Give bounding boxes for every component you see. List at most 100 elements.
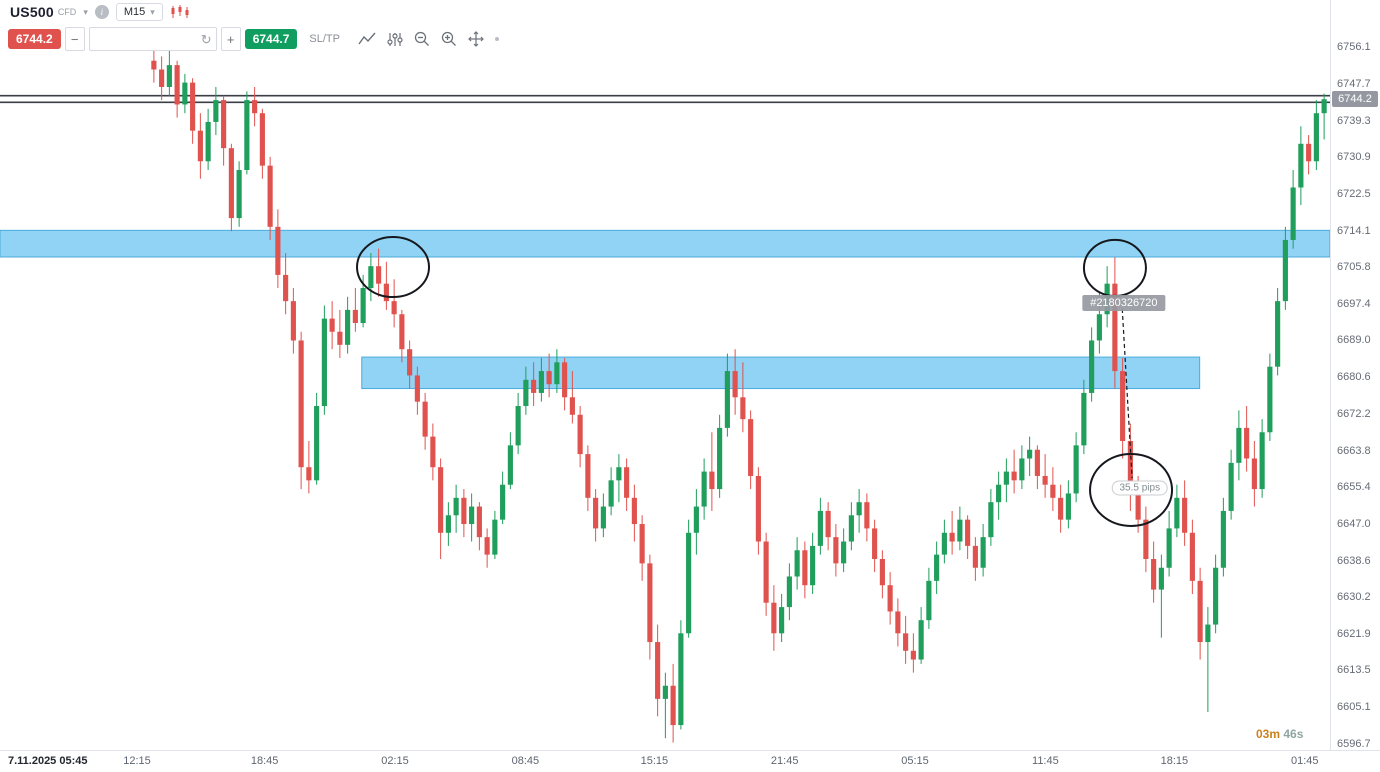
time-axis-label: 18:45 bbox=[250, 755, 279, 767]
candle-body bbox=[655, 642, 661, 699]
candle-body bbox=[546, 371, 552, 385]
candle-body bbox=[949, 532, 955, 542]
candle-body bbox=[1120, 371, 1126, 441]
candle-body bbox=[469, 506, 475, 525]
candle-body bbox=[438, 467, 444, 533]
candle-body bbox=[414, 375, 420, 402]
time-axis-label: 02:15 bbox=[381, 755, 409, 767]
candle-body bbox=[1019, 458, 1025, 481]
time-axis-label: 18:15 bbox=[1160, 755, 1189, 767]
info-icon[interactable]: i bbox=[94, 5, 109, 19]
quantity-input-box[interactable]: ↻ bbox=[88, 27, 217, 51]
candle-body bbox=[515, 406, 521, 446]
candle-body bbox=[810, 545, 816, 586]
buy-button[interactable]: 6744.7 bbox=[244, 29, 298, 49]
candle-body bbox=[996, 484, 1002, 503]
price-axis[interactable]: 6756.1 6747.7 6739.3 6730.9 6722.5 6714.1 6705… bbox=[1330, 0, 1380, 750]
symbol-type-label: CFD bbox=[57, 7, 77, 17]
candle-body bbox=[283, 274, 289, 302]
candle-body bbox=[174, 65, 180, 105]
candle-body bbox=[236, 170, 242, 219]
candle-body bbox=[523, 379, 529, 407]
time-axis[interactable]: 7.11.2025 05:45 12:15 18:45 02:15 08:45 15:15… bbox=[0, 750, 1380, 772]
candle-body bbox=[841, 541, 847, 564]
price-axis-label: 6756.1 bbox=[1337, 41, 1371, 54]
symbol-caret-icon[interactable]: ▾ bbox=[83, 6, 88, 17]
candle-body bbox=[740, 397, 746, 420]
timeframe-selector[interactable]: M15 ▾ bbox=[115, 3, 163, 21]
chart-toolbar bbox=[358, 31, 499, 47]
candle-body bbox=[267, 165, 273, 227]
candle-body bbox=[647, 563, 653, 643]
candle-body bbox=[197, 130, 203, 162]
quantity-input[interactable] bbox=[93, 31, 182, 47]
candle-body bbox=[484, 537, 490, 555]
candle-body bbox=[670, 685, 676, 726]
candle-body bbox=[1158, 567, 1164, 590]
candle-body bbox=[864, 502, 870, 529]
price-axis-label: 6680.6 bbox=[1337, 371, 1371, 384]
chart-type-candles-icon[interactable] bbox=[170, 5, 190, 19]
line-tool-icon[interactable] bbox=[358, 32, 376, 46]
time-axis-label: 12:15 bbox=[123, 755, 151, 767]
candle-body bbox=[817, 510, 823, 546]
candle-body bbox=[275, 226, 281, 275]
candle-body bbox=[259, 113, 265, 166]
candle-body bbox=[724, 371, 730, 428]
candle-body bbox=[314, 406, 320, 481]
candle-body bbox=[1220, 510, 1226, 568]
candle-body bbox=[786, 576, 792, 608]
symbol-label[interactable]: US500 bbox=[10, 4, 54, 20]
quantity-decrease-button[interactable]: − bbox=[64, 27, 85, 51]
zoom-out-icon[interactable] bbox=[414, 31, 430, 47]
supply-zone-lower[interactable] bbox=[361, 356, 1201, 390]
candle-body bbox=[1267, 366, 1273, 433]
candle-body bbox=[616, 467, 622, 481]
retest-circle-1[interactable] bbox=[356, 236, 431, 299]
candle-body bbox=[701, 471, 707, 507]
indicators-icon[interactable] bbox=[387, 32, 403, 47]
candle-body bbox=[794, 550, 800, 577]
target-circle[interactable] bbox=[1089, 452, 1174, 527]
price-axis-label: 6596.7 bbox=[1337, 737, 1371, 750]
candle-body bbox=[205, 121, 211, 162]
candle-body bbox=[500, 484, 506, 520]
zoom-in-icon[interactable] bbox=[441, 31, 457, 47]
quantity-increase-button[interactable]: + bbox=[220, 27, 241, 51]
chart-region[interactable]: #2180326720 35.5 pips bbox=[0, 0, 1330, 750]
candle-body bbox=[662, 685, 668, 699]
candle-body bbox=[1135, 493, 1141, 520]
candle-body bbox=[453, 497, 459, 516]
price-axis-label: 6672.2 bbox=[1337, 407, 1371, 420]
candle-body bbox=[190, 82, 196, 131]
candle-body bbox=[159, 69, 165, 87]
candle-body bbox=[298, 340, 304, 468]
current-price-badge: 6744.2 bbox=[1332, 91, 1378, 108]
timeframe-caret-icon: ▾ bbox=[150, 6, 155, 17]
sltp-button[interactable]: SL/TP bbox=[309, 33, 340, 45]
candlestick-chart[interactable] bbox=[0, 0, 1330, 750]
candle-body bbox=[1306, 143, 1312, 162]
pan-icon[interactable] bbox=[468, 31, 484, 47]
sell-button[interactable]: 6744.2 bbox=[8, 29, 61, 49]
candle-body bbox=[252, 100, 258, 114]
time-axis-label: 21:45 bbox=[770, 755, 799, 767]
candle-body bbox=[407, 349, 413, 376]
candle-body bbox=[1089, 340, 1095, 393]
toolbar-drag-dot[interactable] bbox=[494, 37, 499, 41]
refresh-icon[interactable]: ↻ bbox=[200, 31, 212, 47]
supply-zone-upper[interactable] bbox=[0, 229, 1330, 258]
price-axis-label: 6730.9 bbox=[1337, 151, 1371, 164]
price-axis-label: 6697.4 bbox=[1337, 297, 1371, 310]
position-id-tooltip: #2180326720 bbox=[1082, 295, 1166, 312]
candle-body bbox=[228, 148, 234, 219]
candle-body bbox=[430, 436, 436, 468]
candle-body bbox=[577, 414, 583, 455]
price-axis-label: 6739.3 bbox=[1337, 114, 1371, 127]
candle-body bbox=[337, 331, 343, 345]
measure-arrow[interactable] bbox=[1121, 301, 1133, 479]
candle-body bbox=[709, 471, 715, 490]
candle-body bbox=[1112, 283, 1118, 372]
candle-body bbox=[972, 545, 978, 568]
